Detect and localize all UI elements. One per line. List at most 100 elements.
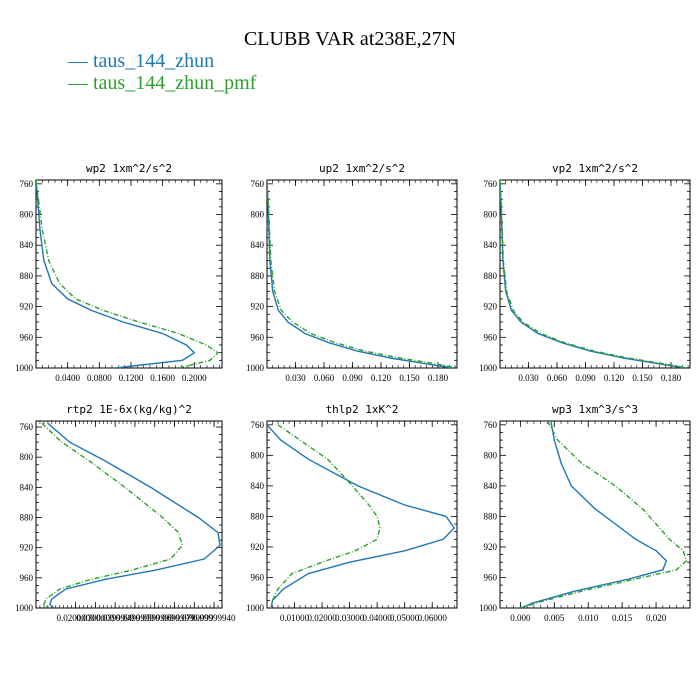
y-tick-label: 760 (20, 179, 34, 189)
x-tick-label: 0.0800 (87, 373, 112, 383)
panel-title: vp2 1xm^2/s^2 (552, 162, 638, 175)
legend-line-dashed-icon: — (68, 72, 88, 94)
y-tick-label: 760 (251, 420, 265, 430)
panel-title: thlp2 1xK^2 (326, 403, 399, 416)
y-tick-label: 1000 (15, 603, 34, 613)
y-tick-label: 960 (484, 332, 498, 342)
panel-frame (499, 420, 691, 609)
x-tick-label: 0.09999940 (193, 613, 236, 623)
x-tick-label: 0.1200 (119, 373, 144, 383)
y-tick-label: 840 (251, 481, 265, 491)
series-line-1 (47, 422, 221, 608)
y-tick-label: 880 (251, 271, 265, 281)
x-tick-label: 0.090 (342, 373, 363, 383)
y-tick-label: 920 (251, 542, 265, 552)
panel-frame (266, 420, 458, 609)
y-tick-label: 760 (484, 420, 498, 430)
y-tick-label: 800 (251, 210, 265, 220)
y-tick-label: 760 (20, 422, 34, 432)
legend: — taus_144_zhun — taus_144_zhun_pmf (68, 50, 256, 94)
legend-label-1: taus_144_zhun (93, 50, 215, 72)
y-tick-label: 960 (251, 572, 265, 582)
series-line-1 (267, 424, 456, 608)
legend-entry-2: — taus_144_zhun_pmf (68, 72, 256, 94)
x-tick-label: 0.2000 (182, 373, 207, 383)
y-tick-label: 1000 (15, 363, 34, 373)
series-line-2 (267, 180, 457, 368)
series-line-2 (520, 421, 688, 608)
panel-1: wp2 1xm^2/s^2 760 800 840 880 920 960 1000 0.040… (15, 162, 223, 383)
x-tick-label: 0.0499999 (116, 613, 155, 623)
y-tick-label: 880 (251, 511, 265, 521)
x-tick-label: 0.090 (575, 373, 596, 383)
y-tick-label: 960 (20, 573, 34, 583)
panel-4: rtp2 1E-6x(kg/kg)^2 760 800 840 880 920 960 100… (15, 403, 236, 623)
x-tick-label: 0.0300000 (76, 613, 115, 623)
x-tick-label: 0.005 (544, 613, 565, 623)
panel-5: thlp2 1xK^2 760 800 840 880 920 960 1000 0.01000… (246, 403, 458, 623)
y-tick-label: 920 (251, 302, 265, 312)
x-tick-label: 0.150 (632, 373, 653, 383)
legend-label-2: taus_144_zhun_pmf (93, 72, 257, 94)
x-tick-label: 0.010 (578, 613, 599, 623)
x-tick-label: 0.120 (371, 373, 392, 383)
panel-title: wp3 1xm^3/s^3 (552, 403, 638, 416)
x-tick-label: 0.0200000 (56, 613, 95, 623)
y-tick-label: 800 (484, 210, 498, 220)
series-line-1 (520, 421, 668, 608)
x-tick-label: 0.0599999 (136, 613, 175, 623)
y-tick-label: 800 (484, 450, 498, 460)
x-tick-label: 0.04000 (363, 613, 393, 623)
x-tick-label: 0.030 (285, 373, 306, 383)
panel-title: wp2 1xm^2/s^2 (86, 162, 172, 175)
y-tick-label: 800 (20, 452, 34, 462)
y-tick-label: 840 (20, 240, 34, 250)
y-tick-label: 880 (20, 271, 34, 281)
x-tick-label: 0.000 (510, 613, 531, 623)
x-tick-label: 0.020 (646, 613, 667, 623)
series-line-1 (267, 180, 453, 368)
y-tick-label: 1000 (246, 363, 265, 373)
y-tick-label: 1000 (246, 603, 265, 613)
y-tick-label: 920 (484, 302, 498, 312)
y-tick-label: 920 (484, 542, 498, 552)
panel-frame (35, 420, 223, 609)
y-tick-label: 760 (484, 179, 498, 189)
y-tick-label: 800 (20, 210, 34, 220)
y-tick-label: 880 (20, 513, 34, 523)
y-tick-label: 800 (251, 450, 265, 460)
panel-3: vp2 1xm^2/s^2 760 800 840 880 920 960 1000 0.030… (479, 162, 691, 383)
y-tick-label: 920 (20, 302, 34, 312)
series-line-2 (500, 180, 689, 368)
x-tick-label: 0.015 (612, 613, 633, 623)
y-tick-label: 920 (20, 543, 34, 553)
legend-entry-1: — taus_144_zhun (68, 50, 256, 72)
y-tick-label: 960 (251, 332, 265, 342)
x-tick-label: 0.02000 (307, 613, 337, 623)
x-tick-label: 0.030 (518, 373, 539, 383)
y-tick-label: 840 (484, 240, 498, 250)
panel-frame (499, 179, 691, 369)
series-line-2 (41, 422, 184, 608)
y-tick-label: 760 (251, 179, 265, 189)
legend-line-solid-icon: — (68, 50, 88, 72)
x-tick-label: 0.150 (399, 373, 420, 383)
x-tick-label: 0.01000 (280, 613, 310, 623)
y-tick-label: 1000 (479, 603, 498, 613)
series-line-2 (36, 180, 220, 368)
x-tick-label: 0.180 (428, 373, 449, 383)
series-line-1 (36, 180, 196, 368)
x-tick-label: 0.120 (604, 373, 625, 383)
panel-frame (266, 179, 458, 369)
figure-title: CLUBB VAR at238E,27N (243, 28, 457, 50)
y-tick-label: 960 (484, 572, 498, 582)
x-tick-label: 0.0399999 (96, 613, 135, 623)
x-tick-label: 0.05000 (390, 613, 420, 623)
y-tick-label: 880 (484, 271, 498, 281)
x-tick-label: 0.180 (661, 373, 682, 383)
series-line-1 (500, 180, 686, 368)
panel-6: wp3 1xm^3/s^3 760 800 840 880 920 960 1000 0.000… (479, 403, 691, 623)
y-tick-label: 1000 (479, 363, 498, 373)
